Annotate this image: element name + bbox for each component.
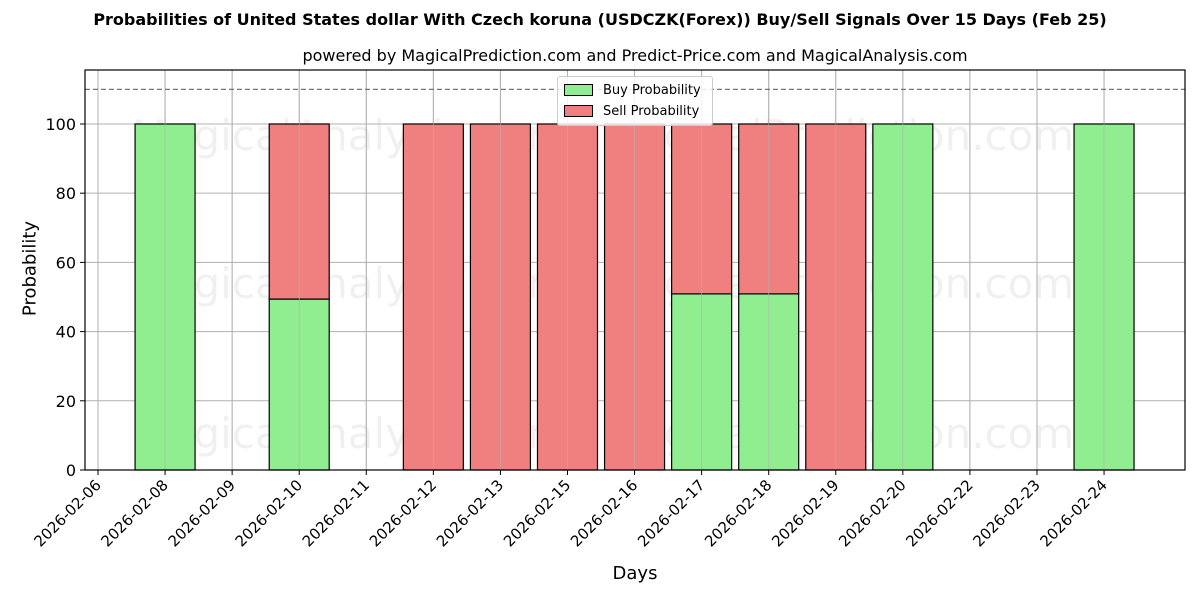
svg-text:2026-02-20: 2026-02-20 bbox=[835, 476, 909, 550]
svg-text:40: 40 bbox=[56, 323, 76, 342]
svg-text:100: 100 bbox=[45, 115, 76, 134]
svg-text:2026-02-10: 2026-02-10 bbox=[232, 476, 306, 550]
svg-text:2026-02-16: 2026-02-16 bbox=[567, 476, 641, 550]
legend-buy-label: Buy Probability bbox=[603, 82, 701, 98]
legend: Buy Probability Sell Probability bbox=[557, 76, 713, 126]
svg-text:2026-02-23: 2026-02-23 bbox=[969, 476, 1043, 550]
y-axis-label: Probability bbox=[19, 220, 41, 317]
svg-text:2026-02-11: 2026-02-11 bbox=[299, 476, 373, 550]
svg-text:2026-02-06: 2026-02-06 bbox=[30, 476, 104, 550]
svg-text:60: 60 bbox=[56, 253, 76, 272]
svg-text:2026-02-08: 2026-02-08 bbox=[98, 476, 172, 550]
svg-text:2026-02-19: 2026-02-19 bbox=[768, 476, 842, 550]
svg-text:2026-02-17: 2026-02-17 bbox=[634, 476, 708, 550]
y-ticks: 0 20 40 60 80 100 bbox=[45, 115, 85, 480]
chart-title: Probabilities of United States dollar Wi… bbox=[93, 10, 1107, 29]
legend-item-buy: Buy Probability bbox=[564, 81, 701, 99]
sell-swatch bbox=[564, 105, 593, 117]
legend-item-sell: Sell Probability bbox=[564, 102, 699, 120]
svg-text:2026-02-09: 2026-02-09 bbox=[165, 476, 239, 550]
x-axis-label: Days bbox=[612, 563, 658, 584]
legend-sell-label: Sell Probability bbox=[603, 103, 700, 119]
svg-text:0: 0 bbox=[66, 461, 76, 480]
svg-text:80: 80 bbox=[56, 184, 76, 203]
svg-text:2026-02-18: 2026-02-18 bbox=[701, 476, 775, 550]
buy-swatch bbox=[564, 84, 593, 96]
svg-text:2026-02-22: 2026-02-22 bbox=[902, 476, 976, 550]
svg-text:2026-02-12: 2026-02-12 bbox=[366, 476, 440, 550]
svg-text:20: 20 bbox=[56, 392, 76, 411]
svg-text:2026-02-15: 2026-02-15 bbox=[500, 476, 574, 550]
svg-text:2026-02-13: 2026-02-13 bbox=[433, 476, 507, 550]
chart-subtitle: powered by MagicalPrediction.com and Pre… bbox=[302, 46, 968, 65]
bars bbox=[97, 70, 1135, 471]
x-ticks: 2026-02-062026-02-082026-02-092026-02-10… bbox=[30, 470, 1111, 550]
svg-text:2026-02-24: 2026-02-24 bbox=[1036, 476, 1110, 550]
